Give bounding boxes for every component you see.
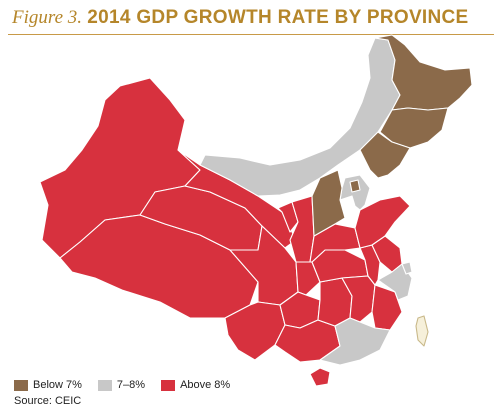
province-shanxi: [311, 169, 346, 237]
province-inner-mongolia: [199, 37, 401, 197]
legend-item-below-7: Below 7%: [14, 379, 82, 391]
province-guangdong: [319, 317, 391, 366]
legend-label-above-8: Above 8%: [180, 379, 231, 391]
legend-swatch-below-7: [14, 379, 28, 391]
legend-item-above-8: Above 8%: [161, 379, 230, 391]
province-ningxia: [277, 201, 299, 233]
figure-label: Figure 3.: [12, 7, 83, 28]
legend-swatch-7-8: [97, 379, 112, 391]
province-jilin: [379, 107, 449, 149]
province-shaanxi: [289, 195, 315, 263]
title-rule: [8, 34, 494, 35]
figure-heading: 2014 GDP GROWTH RATE BY PROVINCE: [87, 7, 469, 28]
province-liaoning: [359, 131, 411, 179]
taiwan: [415, 315, 429, 347]
legend-label-7-8: 7–8%: [116, 379, 146, 391]
province-shanghai: [401, 261, 413, 275]
province-henan: [309, 223, 361, 263]
figure-title: Figure 3. 2014 GDP GROWTH RATE BY PROVIN…: [12, 6, 469, 30]
legend-item-7-8: 7–8%: [97, 379, 146, 391]
province-tibet: [59, 214, 259, 319]
legend-label-below-7: Below 7%: [33, 379, 82, 391]
province-chongqing: [295, 261, 321, 296]
source-note: Source: CEIC: [14, 395, 82, 407]
province-hainan: [309, 367, 331, 387]
province-beijing: [349, 179, 361, 193]
map-legend: Below 7% 7–8% Above 8%: [14, 378, 246, 392]
legend-swatch-above-8: [161, 379, 176, 391]
province-shandong: [354, 195, 411, 249]
